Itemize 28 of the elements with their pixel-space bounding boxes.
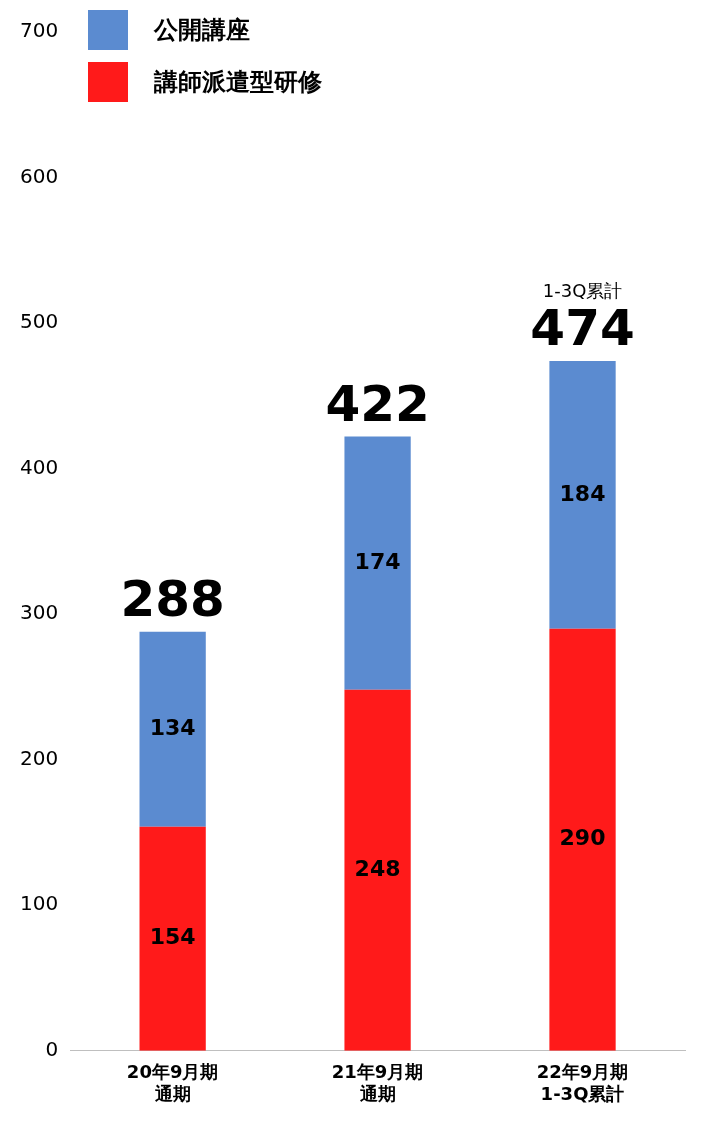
y-tick-label: 500	[19, 309, 59, 334]
x-tick-label: 21年9月期通期	[331, 1061, 424, 1104]
data-label: 290	[559, 825, 606, 851]
data-label: 154	[149, 924, 196, 950]
data-label: 248	[354, 856, 401, 882]
y-tick-label: 700	[19, 18, 59, 43]
y-tick-label: 200	[19, 745, 59, 770]
y-tick-label: 100	[19, 891, 59, 916]
total-label: 288	[120, 569, 225, 628]
x-tick-label: 20年9月期通期	[126, 1061, 219, 1104]
legend-label: 公開講座	[154, 15, 250, 46]
bar	[344, 689, 411, 1051]
data-label: 174	[354, 548, 401, 574]
data-label: 134	[149, 714, 196, 740]
y-tick-label: 300	[19, 600, 59, 625]
legend-label: 講師派遣型研修	[154, 67, 322, 98]
bar	[139, 631, 206, 827]
y-tick-label: 400	[19, 454, 59, 479]
bar	[549, 360, 616, 629]
bar	[549, 628, 616, 1051]
annotation: 1-3Q累計	[542, 279, 623, 301]
bar	[139, 826, 206, 1051]
x-tick-label: 22年9月期 1-3Q累計	[536, 1061, 629, 1104]
total-label: 422	[325, 374, 430, 433]
y-tick-label: 600	[19, 163, 59, 188]
data-label: 184	[559, 480, 606, 506]
bar	[344, 436, 411, 690]
y-tick-label: 0	[45, 1037, 59, 1061]
